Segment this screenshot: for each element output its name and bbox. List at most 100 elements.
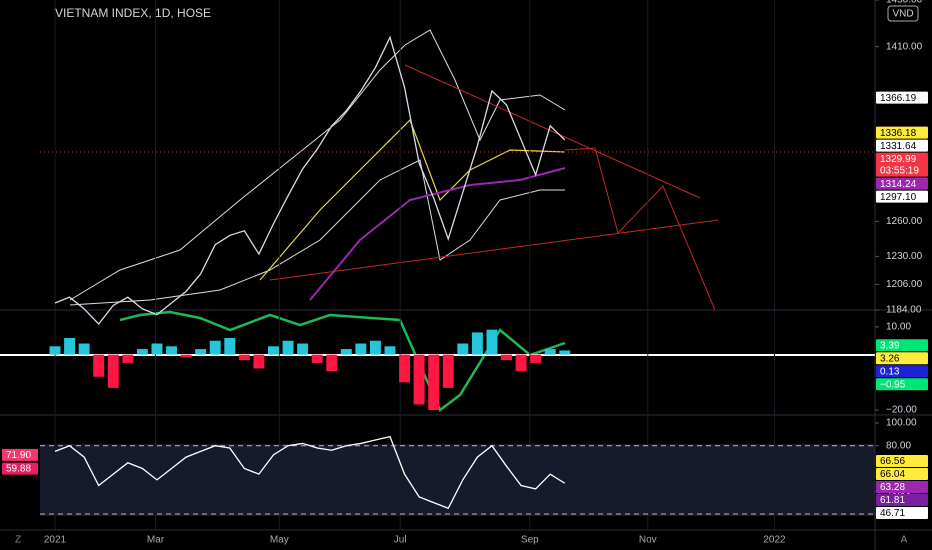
trend-line [269, 219, 719, 281]
histogram-bar [195, 349, 207, 355]
price-tag-label: 66.56 [880, 456, 905, 467]
histogram-bar [544, 349, 556, 355]
histogram-bar [515, 354, 527, 372]
histogram-bar [93, 354, 105, 377]
price-tag [876, 507, 928, 519]
histogram-bar [442, 354, 454, 388]
zoom-button[interactable]: Z [15, 535, 21, 546]
price-tag-label: 1297.10 [880, 192, 917, 203]
price-tag-label: 61.81 [880, 495, 905, 506]
x-tick-label: Mar [147, 535, 165, 546]
y-tick-label: 1260.00 [886, 216, 923, 227]
price-tag-label: 1366.19 [880, 93, 917, 104]
price-tag [876, 152, 928, 177]
moving-average-long [309, 167, 566, 301]
y-tick-label: 1450.00 [886, 0, 923, 6]
histogram-bar [49, 346, 61, 355]
histogram-bar [136, 349, 148, 355]
x-tick-label: Sep [521, 535, 539, 546]
price-tag [876, 139, 928, 152]
price-tag [876, 378, 928, 391]
currency: VND [892, 9, 913, 20]
histogram-bar [384, 346, 396, 355]
price-tag [876, 126, 928, 139]
histogram-bar [530, 354, 542, 363]
histogram-bar [297, 343, 309, 355]
histogram-bar [326, 354, 338, 372]
price-tag [876, 455, 928, 467]
histogram-bar [209, 340, 221, 355]
x-tick-label: 2022 [763, 535, 786, 546]
histogram-bar [471, 332, 483, 355]
histogram-bar [151, 343, 163, 355]
histogram-bar [166, 346, 177, 355]
price-tag [876, 177, 928, 190]
price-tag [876, 494, 928, 506]
price-tag [876, 481, 928, 493]
price-tag-label: 63.28 [880, 482, 905, 493]
histogram-bar [253, 354, 265, 369]
price-tag-label: 3.39 [880, 340, 900, 351]
countdown: 03:55:19 [880, 165, 919, 176]
histogram-bar [355, 343, 367, 355]
histogram-bar [311, 354, 323, 363]
series-line [54, 35, 566, 325]
x-tick-label: May [270, 535, 289, 546]
histogram-bar [413, 354, 425, 405]
projection [564, 147, 716, 311]
x-tick-label: Jul [394, 535, 407, 546]
histogram-bar [268, 346, 279, 355]
histogram-bar [501, 354, 512, 361]
price-tag [2, 448, 38, 461]
chart-title: VIETNAM INDEX, 1D, HOSE [55, 6, 211, 20]
series-line [54, 435, 566, 510]
y-tick-label: −20.00 [886, 405, 917, 416]
histogram-bar [428, 354, 440, 411]
histogram-bar [282, 340, 294, 355]
histogram-bar [399, 354, 411, 383]
price-tag-label: 1329.99 [880, 154, 917, 165]
price-tag-label: 59.88 [6, 464, 31, 475]
histogram-bar [559, 350, 571, 355]
y-tick-label: 1410.00 [886, 41, 923, 52]
price-tag-label: 1336.18 [880, 128, 917, 139]
histogram-bar [122, 354, 134, 363]
price-tag-label: 1331.64 [880, 141, 917, 152]
price-tag [876, 365, 928, 378]
price-tag [876, 190, 928, 203]
price-tag [876, 339, 928, 352]
price-tag-label: 3.26 [880, 353, 900, 364]
histogram-bar [107, 354, 119, 388]
histogram-bar [340, 349, 352, 355]
histogram-bar [180, 354, 192, 358]
x-tick-label: 2021 [44, 535, 67, 546]
price-tag-label: 1314.24 [880, 179, 917, 190]
histogram-bar [238, 354, 250, 361]
oscillator-band [40, 444, 875, 516]
y-tick-label: 10.00 [886, 322, 911, 333]
y-tick-label: 100.00 [886, 418, 917, 429]
price-tag [876, 91, 928, 104]
price-tag-label: 0.13 [880, 366, 900, 377]
x-tick-label: Nov [639, 535, 657, 546]
auto-button[interactable]: A [901, 535, 908, 546]
histogram-bar [224, 337, 236, 355]
currency-box [887, 5, 919, 22]
y-tick-label: 1230.00 [886, 251, 923, 262]
moving-average [259, 118, 566, 281]
y-tick-label: 1184.00 [886, 305, 922, 316]
price-tag-label: 66.04 [880, 469, 905, 480]
histogram-bar [369, 340, 381, 355]
histogram-bar [486, 329, 498, 355]
histogram-bar [457, 343, 469, 355]
y-tick-label: 80.00 [886, 440, 911, 451]
histogram-bar [78, 343, 90, 355]
histogram-bar [64, 337, 76, 355]
price-tag-label: 71.90 [6, 450, 31, 461]
price-tag [876, 468, 928, 480]
y-tick-label: 1206.00 [886, 279, 923, 290]
price-tag [876, 352, 928, 365]
price-tag-label: −0.95 [880, 379, 906, 390]
trend-line [404, 64, 701, 199]
